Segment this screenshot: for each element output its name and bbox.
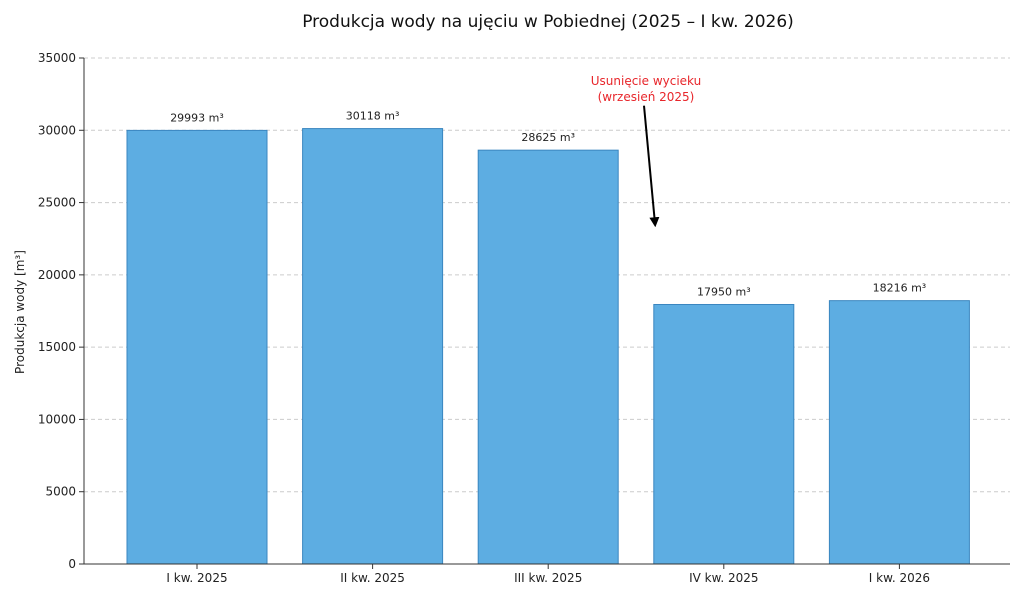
bar bbox=[653, 303, 795, 565]
bar bbox=[477, 149, 619, 565]
y-tick-label: 20000 bbox=[38, 268, 76, 282]
value-labels: 29993 m³ 30118 m³ 28625 m³ 17950 m³ 18216 m³ bbox=[170, 110, 926, 299]
bar-value-label: 28625 m³ bbox=[521, 131, 575, 144]
bar-value-label: 17950 m³ bbox=[697, 285, 751, 298]
y-axis-label: Produkcja wody [m³] bbox=[13, 250, 27, 374]
bar-value-label: 30118 m³ bbox=[346, 110, 400, 123]
bar-value-label: 29993 m³ bbox=[170, 111, 224, 124]
y-tick-label: 10000 bbox=[38, 412, 76, 426]
annotation-text: (wrzesień 2025) bbox=[598, 90, 695, 104]
x-tick-label: I kw. 2026 bbox=[869, 571, 930, 585]
y-tick-label: 25000 bbox=[38, 196, 76, 210]
bars bbox=[126, 128, 970, 565]
axes bbox=[79, 57, 1010, 569]
bar-value-label: 18216 m³ bbox=[873, 282, 927, 295]
x-tick-label: III kw. 2025 bbox=[514, 571, 582, 585]
x-tick-label: I kw. 2025 bbox=[166, 571, 227, 585]
x-tick-label: II kw. 2025 bbox=[340, 571, 405, 585]
y-tick-label: 0 bbox=[68, 557, 76, 571]
y-tick-label: 15000 bbox=[38, 340, 76, 354]
bar bbox=[126, 129, 268, 565]
bar bbox=[302, 128, 444, 565]
chart-title: Produkcja wody na ujęciu w Pobiednej (20… bbox=[302, 12, 794, 32]
annotation-text: Usunięcie wycieku bbox=[591, 74, 702, 88]
y-tick-label: 5000 bbox=[45, 485, 76, 499]
annotation-arrow bbox=[643, 105, 660, 228]
x-tick-label: IV kw. 2025 bbox=[689, 571, 758, 585]
tick-labels: 0 5000 10000 15000 20000 25000 30000 35000 I kw.… bbox=[38, 51, 930, 585]
y-tick-label: 30000 bbox=[38, 123, 76, 137]
bar bbox=[828, 300, 970, 565]
annotation: Usunięcie wycieku (wrzesień 2025) bbox=[591, 74, 702, 228]
y-tick-label: 35000 bbox=[38, 51, 76, 65]
